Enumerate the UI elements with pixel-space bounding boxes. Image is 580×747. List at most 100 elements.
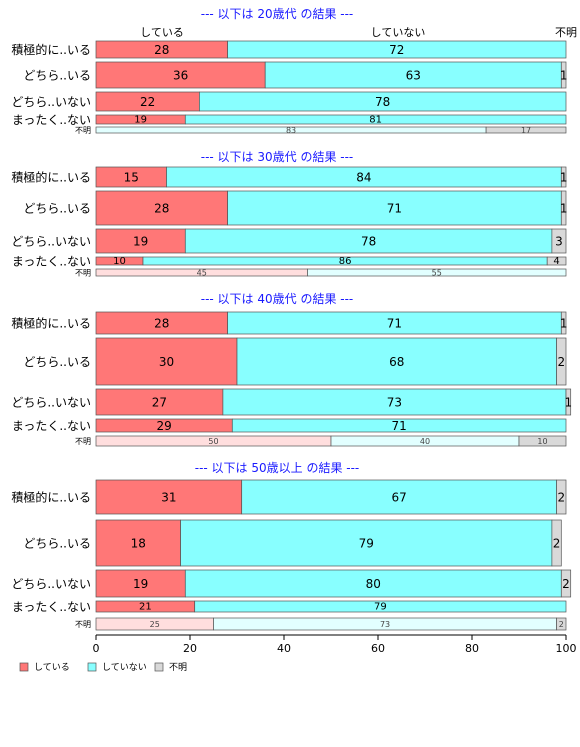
data-label: 1 — [560, 69, 568, 83]
data-label: 36 — [173, 69, 188, 83]
bar-segment — [551, 519, 562, 567]
tick-label: 100 — [556, 642, 577, 655]
row-label: どちら..いる — [23, 355, 91, 369]
panel-4: --- 以下は 50歳以上 の結果 --- 積極的に..いる 31 67 2 どちら..い… — [11, 461, 572, 631]
data-label: 21 — [139, 602, 152, 613]
tick-label: 0 — [93, 642, 100, 655]
bar-segment — [236, 337, 557, 386]
column-header: している していない 不明 — [140, 26, 577, 39]
data-label: 71 — [392, 419, 407, 433]
bar-segment — [518, 435, 567, 447]
bar-segment — [95, 479, 243, 515]
data-label: 1 — [560, 202, 568, 216]
data-label: 79 — [374, 602, 387, 613]
data-label: 19 — [133, 235, 148, 249]
data-label: 84 — [356, 171, 371, 185]
data-label: 71 — [387, 317, 402, 331]
row-label: まったく..ない — [12, 419, 91, 433]
header-label-fumei: 不明 — [555, 26, 577, 39]
data-label: 72 — [389, 43, 404, 57]
data-label: 27 — [152, 396, 167, 410]
panel-title: --- 以下は 20歳代 の結果 --- — [201, 7, 354, 21]
row-label: どちら..いない — [11, 234, 91, 248]
bar-segment — [95, 388, 224, 416]
data-label: 2 — [553, 537, 561, 551]
bar-segment — [95, 519, 181, 567]
row-label: まったく..ない — [12, 113, 91, 127]
data-label: 2 — [562, 577, 570, 591]
header-label-shiteiru: している — [140, 26, 184, 39]
data-label: 29 — [157, 419, 172, 433]
bar-segment — [307, 268, 567, 277]
bar-segment — [560, 569, 572, 598]
row-label: 積極的に..いる — [11, 42, 91, 57]
bar-segment — [194, 600, 567, 613]
data-label: 22 — [140, 95, 155, 109]
bar-segment — [95, 61, 266, 89]
data-label: 25 — [150, 620, 160, 629]
header-label-shiteinai: していない — [371, 26, 426, 39]
row-label: 不明 — [75, 437, 91, 446]
bar-segment — [556, 617, 567, 631]
legend-label: していない — [102, 662, 147, 673]
data-label: 45 — [197, 269, 207, 278]
row-label: 積極的に..いる — [11, 489, 91, 504]
bar-segment — [556, 479, 567, 515]
data-label: 10 — [537, 437, 547, 446]
legend: している していない 不明 — [19, 662, 187, 673]
data-label: 10 — [113, 256, 126, 267]
bar-segment — [485, 126, 567, 134]
row-label: どちら..いる — [23, 536, 91, 550]
row-label: どちら..いない — [11, 577, 91, 591]
legend-swatch — [154, 662, 164, 672]
panels: --- 以下は 20歳代 の結果 --- 積極的に..いる 28 72 どちら..いる 3… — [11, 7, 573, 631]
data-label: 80 — [366, 577, 381, 591]
data-label: 79 — [359, 537, 374, 551]
bar-segment — [556, 337, 567, 386]
data-label: 31 — [161, 491, 176, 505]
bar-segment — [560, 190, 567, 226]
row-label: 不明 — [75, 268, 91, 277]
bar-segment — [95, 190, 228, 226]
data-label: 67 — [392, 491, 407, 505]
data-label: 19 — [134, 115, 147, 126]
row-label: どちら..いる — [23, 201, 91, 215]
data-label: 2 — [557, 355, 565, 369]
data-label: 78 — [375, 95, 390, 109]
tick-label: 20 — [183, 642, 197, 655]
bar-segment — [231, 418, 567, 433]
legend-swatch — [87, 662, 97, 672]
data-label: 68 — [389, 355, 404, 369]
bar-segment — [560, 311, 567, 335]
data-label: 1 — [560, 171, 568, 185]
row-label: どちら..いない — [11, 95, 91, 109]
panel-title: --- 以下は 30歳代 の結果 --- — [201, 150, 354, 164]
data-label: 73 — [387, 396, 402, 410]
data-label: 28 — [154, 43, 169, 57]
bar-segment — [551, 228, 567, 254]
data-label: 1 — [560, 317, 568, 331]
panel-1: --- 以下は 20歳代 の結果 --- 積極的に..いる 28 72 どちら..いる 3… — [11, 7, 567, 135]
bar-segment — [95, 337, 238, 386]
bar-segment — [180, 519, 553, 567]
data-label: 83 — [286, 126, 296, 135]
bar-segment — [560, 61, 567, 89]
panel-title: --- 以下は 50歳以上 の結果 --- — [195, 461, 360, 475]
data-label: 81 — [369, 115, 382, 126]
data-label: 28 — [154, 317, 169, 331]
tick-label: 40 — [277, 642, 291, 655]
row-label: 積極的に..いる — [11, 169, 91, 184]
row-label: 不明 — [75, 126, 91, 135]
data-label: 86 — [339, 256, 352, 267]
bar-segment — [546, 256, 567, 266]
bar-segment — [184, 228, 553, 254]
bar-segment — [184, 114, 567, 125]
tick-label: 60 — [371, 642, 385, 655]
data-label: 50 — [208, 437, 218, 446]
bar-segment — [241, 479, 557, 515]
data-label: 78 — [361, 235, 376, 249]
data-label: 30 — [159, 355, 174, 369]
bar-segment — [227, 40, 567, 59]
row-label: どちら..いない — [11, 395, 91, 409]
data-label: 1 — [565, 396, 573, 410]
